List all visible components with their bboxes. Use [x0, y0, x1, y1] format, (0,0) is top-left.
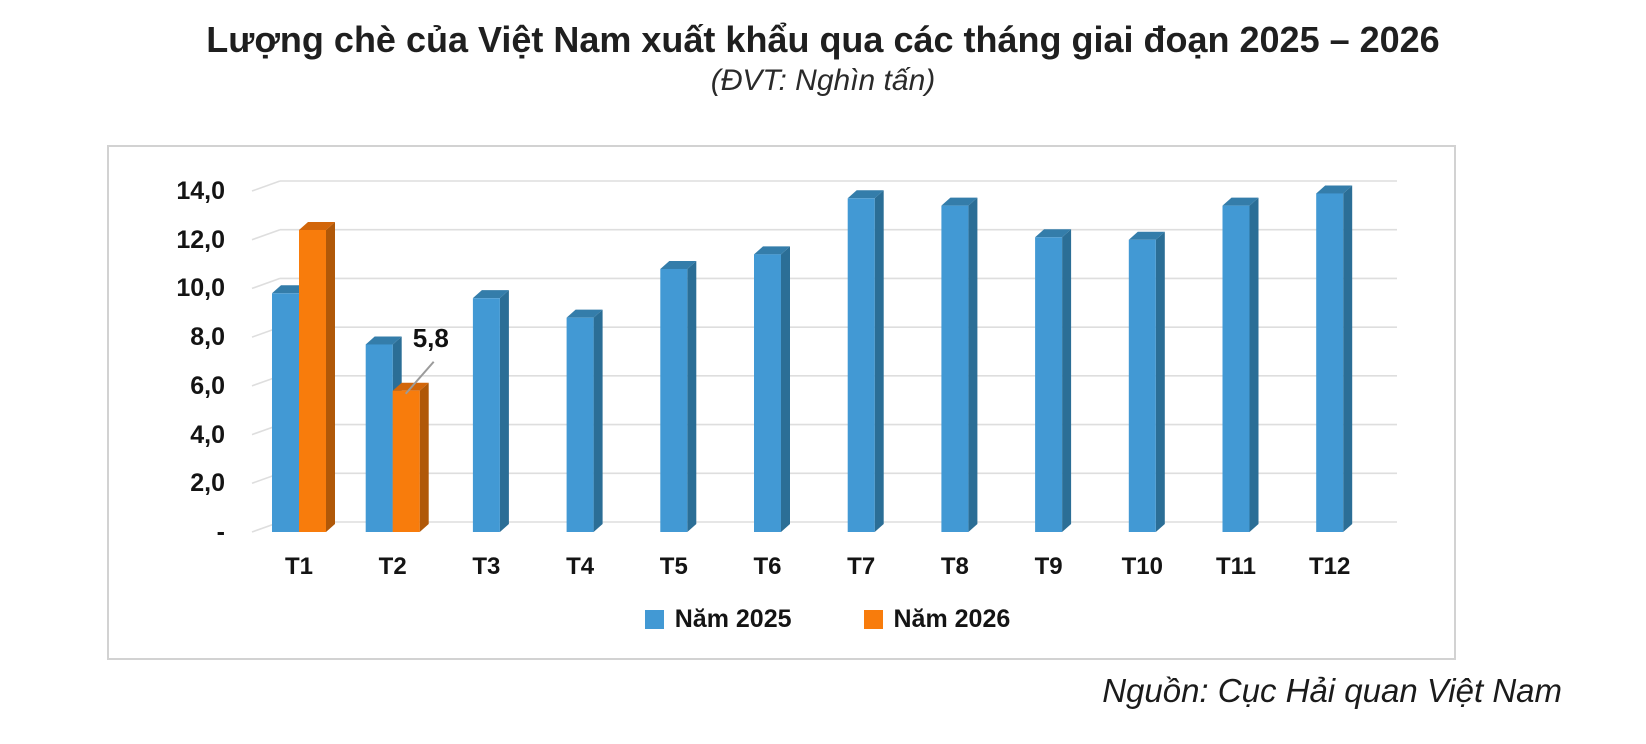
- x-axis-label-t7: T7: [847, 553, 876, 580]
- chart-title: Lượng chè của Việt Nam xuất khẩu qua các…: [206, 19, 1440, 60]
- y-axis-tick-label: 6,0: [190, 371, 225, 400]
- legend-item-2026: Năm 2026: [863, 605, 1011, 634]
- x-axis-label-t9: T9: [1034, 553, 1063, 580]
- chart-subtitle: (ĐVT: Nghìn tấn): [710, 64, 936, 97]
- chart-legend: Năm 2025 Năm 2026: [109, 605, 1454, 634]
- y-axis-tick-label: 8,0: [190, 323, 225, 352]
- legend-item-2025: Năm 2025: [644, 605, 792, 634]
- x-axis-label-t6: T6: [753, 553, 782, 580]
- legend-swatch-2026: [863, 610, 883, 629]
- data-label-t2-2026: 5,8: [412, 322, 449, 353]
- x-axis-label-t10: T10: [1121, 553, 1163, 580]
- y-axis-tick-label: 2,0: [190, 469, 225, 498]
- x-axis-label-t1: T1: [284, 553, 313, 580]
- chart-area: Năm 2025 Năm 2026 5,8 14,0 12,0 10,0 8,0 6,0…: [107, 145, 1456, 660]
- x-axis-label-t4: T4: [566, 553, 595, 580]
- legend-label-2025: Năm 2025: [674, 605, 792, 633]
- plot-svg: [251, 180, 1397, 533]
- y-axis-tick-label: -: [216, 518, 225, 546]
- x-axis-label-t8: T8: [940, 553, 969, 580]
- x-axis-label-t5: T5: [659, 553, 688, 580]
- x-axis-label-t11: T11: [1215, 553, 1257, 580]
- x-axis-label-t3: T3: [472, 553, 501, 580]
- y-axis-tick-label: 14,0: [176, 177, 225, 205]
- x-axis-label-t12: T12: [1309, 553, 1351, 580]
- y-axis-tick-label: 10,0: [176, 274, 225, 303]
- y-axis-tick-label: 12,0: [176, 225, 225, 254]
- x-axis-label-t2: T2: [378, 553, 407, 580]
- legend-label-2026: Năm 2026: [893, 605, 1011, 633]
- y-axis-tick-label: 4,0: [190, 420, 225, 449]
- source-caption: Nguồn: Cục Hải quan Việt Nam: [1102, 672, 1562, 709]
- legend-swatch-2025: [644, 610, 664, 629]
